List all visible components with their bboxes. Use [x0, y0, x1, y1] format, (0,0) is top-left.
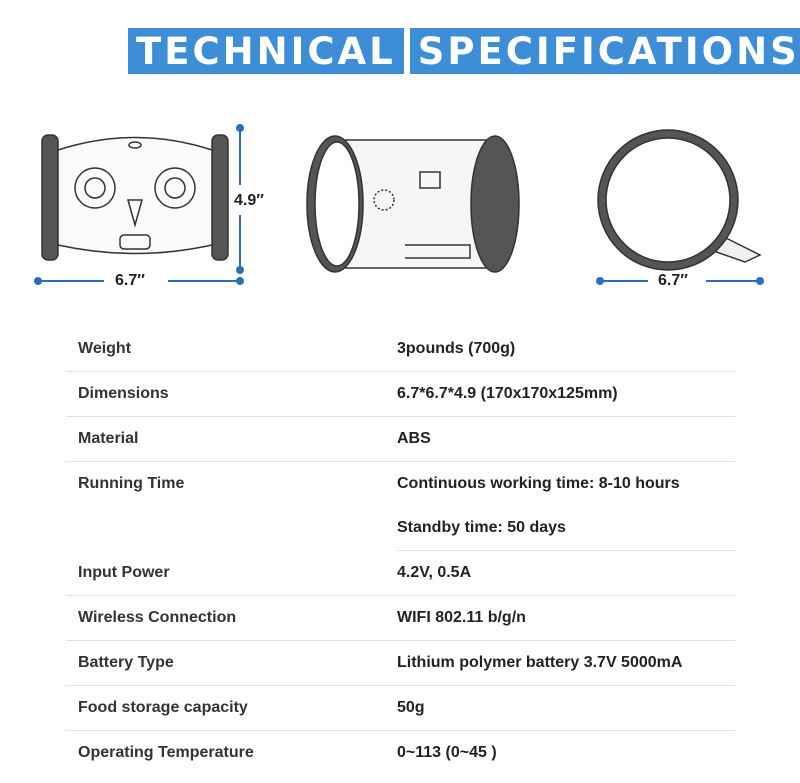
spec-value: Standby time: 50 days: [397, 506, 735, 551]
title-word-technical: TECHNICAL: [128, 28, 404, 74]
spec-label: Wireless Connection: [66, 595, 397, 641]
spec-value: 3pounds (700g): [397, 327, 735, 372]
spec-label: Battery Type: [66, 640, 397, 686]
spec-row: Wireless Connection WIFI 802.11 b/g/n: [66, 595, 735, 641]
spec-row: Dimensions 6.7*6.7*4.9 (170x170x125mm): [66, 371, 735, 417]
front-dimension-lines: [34, 124, 244, 285]
product-drawings: [34, 124, 764, 285]
wheel-diameter-label: 6.7″: [658, 272, 688, 289]
front-view-drawing: [41, 134, 229, 261]
spec-value: ABS: [397, 416, 735, 462]
wheel-dimension-line: [596, 277, 764, 285]
spec-row: Standby time: 50 days: [66, 506, 735, 551]
page-title: TECHNICAL SPECIFICATIONS: [128, 28, 800, 74]
spec-label: Operating Temperature: [78, 744, 254, 761]
spec-label: Input Power: [66, 550, 397, 596]
spec-value: 50g: [397, 685, 735, 731]
spec-label: Food storage capacity: [66, 685, 397, 731]
title-word-specifications: SPECIFICATIONS: [409, 28, 800, 74]
side-view-drawing: [306, 135, 520, 273]
spec-row: Weight 3pounds (700g): [66, 327, 735, 372]
spec-row: Operating Temperature 0~113 (0~45 ): [66, 731, 735, 776]
spec-row: Running Time Continuous working time: 8-1…: [66, 462, 735, 507]
spec-value: 0~113 (0~45 ): [397, 744, 497, 761]
front-height-label: 4.9″: [234, 192, 264, 209]
wheel-view-drawing: [597, 129, 762, 271]
front-width-label: 6.7″: [115, 272, 145, 289]
spec-row: Input Power 4.2V, 0.5A: [66, 550, 735, 596]
spec-value: Lithium polymer battery 3.7V 5000mA: [397, 640, 735, 686]
spec-row: Food storage capacity 50g: [66, 685, 735, 731]
spec-label: Dimensions: [66, 371, 397, 417]
spec-value: 4.2V, 0.5A: [397, 550, 735, 596]
spec-row: Material ABS: [66, 416, 735, 462]
spec-label: Material: [66, 416, 397, 462]
spec-value: WIFI 802.11 b/g/n: [397, 595, 735, 641]
spec-table: Weight 3pounds (700g) Dimensions 6.7*6.7*4.…: [66, 327, 735, 775]
spec-value: Continuous working time: 8-10 hours: [397, 475, 680, 492]
spec-value: 6.7*6.7*4.9 (170x170x125mm): [397, 371, 735, 417]
spec-label: Weight: [66, 327, 397, 372]
spec-row: Battery Type Lithium polymer battery 3.7V…: [66, 640, 735, 686]
spec-label: Running Time: [78, 475, 185, 492]
